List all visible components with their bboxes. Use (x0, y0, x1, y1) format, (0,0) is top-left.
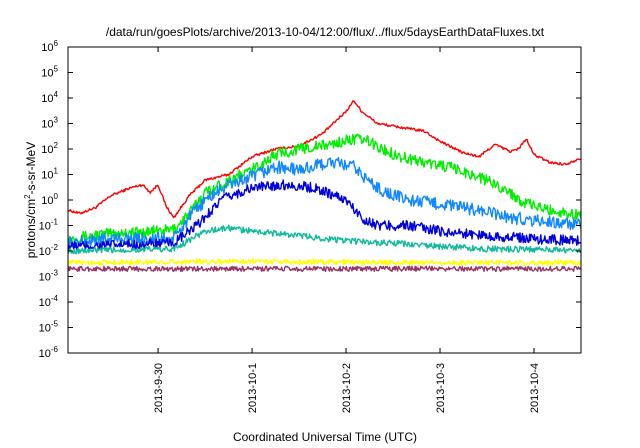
y-tick-exponent: 4 (54, 90, 59, 99)
y-tick-label: 104 (41, 90, 58, 105)
y-axis: 10-610-510-410-310-210-11001011021031041… (39, 39, 581, 360)
y-tick-exponent: -6 (51, 345, 59, 354)
y-tick-exponent: 1 (54, 167, 59, 176)
x-axis-label: Coordinated Universal Time (UTC) (233, 430, 417, 444)
series-line-3 (68, 156, 581, 251)
y-tick-label: 105 (41, 65, 58, 80)
y-tick-exponent: -2 (51, 243, 59, 252)
series-line-6 (68, 258, 581, 266)
y-tick-label: 101 (41, 167, 58, 182)
y-tick-base: 10 (39, 348, 51, 360)
y-tick-label: 103 (41, 116, 58, 131)
y-tick-base: 10 (41, 170, 53, 182)
series-line-2 (68, 133, 581, 245)
series-line-5 (68, 224, 581, 255)
y-tick-base: 10 (41, 144, 53, 156)
y-axis-label-suffix: -s-sr-MeV (24, 142, 38, 195)
y-tick-label: 10-6 (39, 345, 59, 360)
series-line-4 (68, 179, 581, 252)
y-tick-base: 10 (41, 93, 53, 105)
x-tick-label: 2013-10-1 (247, 363, 259, 413)
y-tick-base: 10 (41, 68, 53, 80)
y-tick-label: 106 (41, 39, 58, 54)
plot-frame (67, 46, 582, 354)
y-tick-base: 10 (39, 246, 51, 258)
y-tick-exponent: 5 (54, 65, 59, 74)
y-tick-label: 10-5 (39, 320, 59, 335)
y-tick-exponent: -1 (51, 218, 59, 227)
y-tick-base: 10 (39, 272, 51, 284)
y-tick-exponent: -5 (51, 320, 59, 329)
chart-title: /data/run/goesPlots/archive/2013-10-04/1… (106, 25, 545, 39)
y-tick-exponent: 6 (54, 39, 59, 48)
y-tick-exponent: 3 (54, 116, 59, 125)
x-tick-label: 2013-10-4 (529, 363, 541, 413)
y-tick-base: 10 (41, 119, 53, 131)
y-tick-label: 10-2 (39, 243, 59, 258)
y-axis-label-sup: 2 (23, 194, 32, 199)
x-tick-label: 2013-9-30 (153, 363, 165, 413)
x-axis: 2013-9-30 2013-10-1 2013-10-2 2013-10-3 2013… (153, 47, 541, 413)
y-tick-base: 10 (39, 297, 51, 309)
y-tick-label: 100 (41, 192, 58, 207)
series-line-1 (68, 100, 581, 219)
y-tick-base: 10 (41, 42, 53, 54)
y-tick-exponent: 0 (54, 192, 59, 201)
y-tick-exponent: 2 (54, 141, 59, 150)
y-tick-label: 102 (41, 141, 58, 156)
y-tick-base: 10 (39, 221, 51, 233)
series-line-7 (68, 265, 581, 273)
y-tick-exponent: -4 (51, 294, 59, 303)
y-tick-label: 10-1 (39, 218, 59, 233)
y-tick-label: 10-4 (39, 294, 59, 309)
y-tick-exponent: -3 (51, 269, 59, 278)
x-tick-label: 2013-10-2 (341, 363, 353, 413)
series-layer (68, 100, 581, 273)
y-tick-base: 10 (41, 195, 53, 207)
x-tick-label: 2013-10-3 (435, 363, 447, 413)
y-axis-label: protons/cm2-s-sr-MeV (23, 142, 38, 258)
y-tick-base: 10 (39, 323, 51, 335)
y-tick-label: 10-3 (39, 269, 59, 284)
y-axis-label-prefix: protons/cm (24, 199, 38, 258)
